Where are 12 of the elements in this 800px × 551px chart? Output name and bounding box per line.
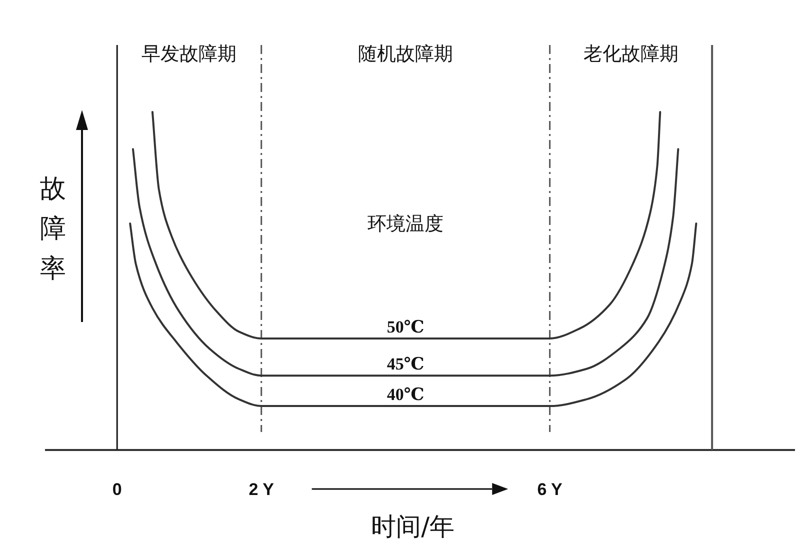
y-axis-title: 故障率 — [40, 174, 66, 284]
text: 随机故障期 — [358, 44, 454, 65]
x-tick-label: 0 — [112, 480, 122, 499]
text: 早发故障期 — [142, 44, 237, 65]
text: 老化故障期 — [583, 44, 678, 65]
series-label: 40℃ — [386, 385, 424, 404]
series-label: 50℃ — [386, 317, 424, 336]
x-axis-title: 时间/年 — [371, 512, 455, 541]
x-tick-label: 2 Y — [248, 480, 275, 499]
series-label: 45℃ — [386, 354, 424, 374]
annotation: 环境温度 — [368, 213, 444, 235]
x-tick-label: 6 Y — [537, 480, 564, 499]
